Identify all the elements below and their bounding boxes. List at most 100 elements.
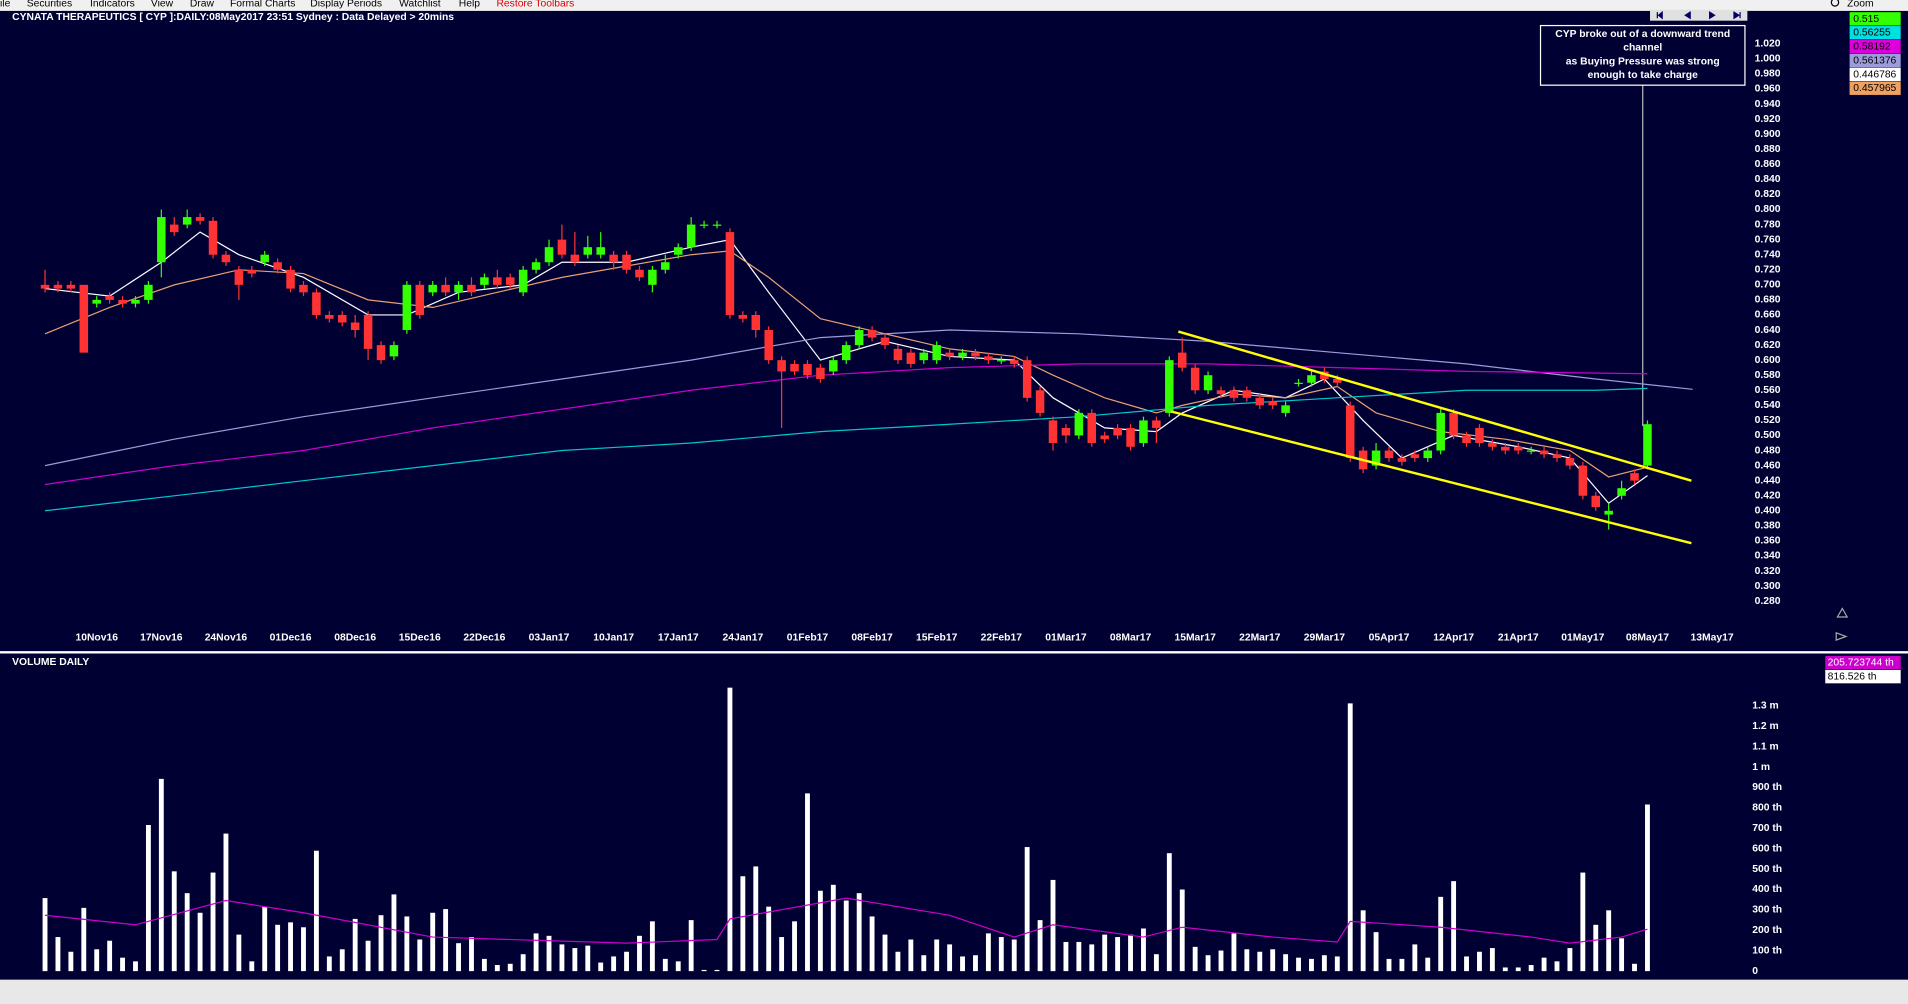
x-tick-label: 17Nov16 [140, 632, 183, 643]
volume-bar [94, 949, 100, 972]
nav-arrows[interactable] [1656, 10, 1741, 20]
nav-bar [1650, 9, 1748, 21]
volume-bar [1102, 934, 1108, 972]
volume-bar [507, 963, 513, 972]
volume-bar [417, 939, 423, 972]
y-tick-label: 0.420 [1755, 490, 1781, 501]
legend-value: 0.457965 [1853, 83, 1896, 94]
volume-bar [727, 687, 733, 972]
volume-bar [262, 906, 268, 972]
y-tick-label: 300 th [1752, 905, 1782, 916]
volume-bar [740, 876, 746, 972]
candle-body [893, 348, 903, 361]
candle-body [1165, 360, 1174, 413]
volume-bar [42, 898, 48, 972]
volume-bar [1011, 939, 1017, 972]
candle-body [105, 296, 114, 300]
candle-body [1436, 412, 1445, 451]
volume-bar [998, 937, 1004, 972]
volume-bar [107, 940, 113, 972]
nav-buttons[interactable] [1650, 9, 1748, 21]
candle-body [1371, 450, 1381, 466]
candle-body [350, 322, 360, 331]
volume-bar [443, 909, 449, 972]
candle-body [1604, 510, 1613, 515]
menu-item[interactable]: Indicators [90, 0, 135, 9]
candle-body [1578, 465, 1588, 496]
legend-box [1849, 26, 1901, 40]
y-tick-label: 0.980 [1755, 69, 1781, 80]
volume-bar [520, 954, 526, 972]
volume-bar [921, 955, 927, 972]
candle-body [1087, 412, 1097, 444]
y-tick-label: 0.900 [1755, 129, 1781, 140]
volume-bar [1554, 961, 1560, 972]
menu-item[interactable]: Draw [190, 0, 215, 9]
candle-body [712, 224, 722, 226]
menu-item[interactable]: Formal Charts [230, 0, 295, 9]
x-tick-label: 22Dec16 [463, 632, 505, 643]
legend-value: 0.446786 [1853, 69, 1896, 80]
x-tick-label: 01May17 [1561, 632, 1604, 643]
y-tick-label: 0.920 [1755, 114, 1781, 125]
candle-body [312, 292, 321, 315]
volume-bar [1115, 937, 1121, 972]
volume-bar [391, 894, 397, 972]
x-tick-label: 22Mar17 [1239, 632, 1281, 643]
menu-item[interactable]: Securities [27, 0, 72, 9]
menu-item[interactable]: Restore Toolbars [496, 0, 574, 9]
volume-bar [1205, 955, 1211, 972]
legend-box [1825, 655, 1901, 670]
candle-body [945, 352, 954, 357]
candle-body [1229, 390, 1239, 398]
candle-body [673, 247, 683, 255]
candle-body [1281, 405, 1290, 413]
volume-bar [55, 937, 61, 972]
zoom-button[interactable]: Zoom [1847, 0, 1873, 9]
candle-body [609, 254, 618, 263]
candle-body [686, 224, 696, 248]
volume-bar [210, 872, 216, 972]
x-tick-label: 15Dec16 [399, 632, 441, 643]
y-tick-label: 0.600 [1755, 355, 1781, 366]
scroll-right[interactable] [1835, 631, 1848, 642]
volume-bar [1425, 957, 1431, 972]
candle-body [1643, 424, 1652, 466]
volume-panel [0, 653, 1908, 980]
volume-bar [1309, 958, 1314, 972]
candle-body [337, 314, 347, 323]
candle-body [1539, 450, 1549, 455]
candle-body [157, 217, 166, 263]
menu-item[interactable]: ile [0, 0, 11, 9]
menu-item[interactable]: Watchlist [399, 0, 441, 9]
volume-bar [1477, 951, 1482, 972]
candle-body [234, 269, 244, 285]
volume-bar [352, 918, 358, 972]
menu-item[interactable]: Display Periods [310, 0, 382, 9]
legend-value: 816.526 th [1828, 672, 1877, 683]
x-tick-label: 08Mar17 [1110, 632, 1152, 643]
volume-bar [869, 916, 875, 972]
volume-bar [404, 916, 410, 972]
candle-body [1617, 488, 1626, 496]
candle-body [415, 284, 425, 315]
volume-bar [1515, 967, 1521, 972]
menu-item[interactable]: Help [459, 0, 480, 9]
volume-bar [313, 850, 319, 972]
volume-bar [1502, 967, 1508, 972]
candle-body [557, 239, 567, 255]
annotation-text: channel [1623, 43, 1662, 54]
candle-body [1113, 427, 1122, 436]
candle-body [1449, 412, 1458, 436]
volume-bar [1489, 948, 1495, 972]
candle-body [1501, 446, 1510, 451]
volume-bar [481, 958, 487, 972]
volume-bar [197, 912, 203, 972]
volume-bar [249, 961, 255, 972]
candle-body [480, 277, 489, 285]
y-tick-label: 0.820 [1755, 189, 1781, 200]
y-tick-label: 0.380 [1755, 521, 1781, 532]
menu-item[interactable]: View [151, 0, 174, 9]
scroll-up[interactable] [1836, 607, 1849, 618]
volume-bar [1632, 963, 1637, 972]
